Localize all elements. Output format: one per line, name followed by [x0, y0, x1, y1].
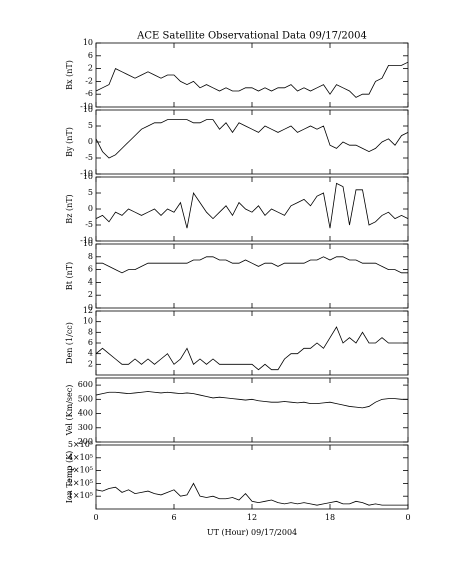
y-axis-label: By (nT): [65, 127, 74, 157]
y-tick-label: 0: [88, 303, 93, 312]
y-tick-label: 200: [78, 437, 93, 446]
y-tick-label: 12: [83, 306, 93, 315]
y-tick-label: 2: [88, 64, 93, 73]
y-tick-label: 2×10⁵: [68, 478, 93, 487]
y-tick-label: 8: [88, 252, 93, 261]
x-tick-label: 0: [405, 513, 410, 522]
y-tick-label: 400: [78, 409, 93, 418]
y-tick-label: 5×10⁵: [68, 440, 93, 449]
y-axis-label: Ion Temp (K): [65, 451, 74, 504]
y-tick-label: 1×10⁵: [68, 491, 93, 500]
x-axis-label: UT (Hour) 09/17/2004: [207, 528, 297, 537]
y-tick-label: 0: [88, 204, 93, 213]
y-tick-label: 2: [88, 359, 93, 368]
data-line: [95, 326, 408, 371]
panel-frame: [95, 109, 409, 175]
y-tick-label: 4: [88, 349, 93, 358]
y-tick-label: -5: [85, 220, 93, 229]
y-tick-label: 5: [88, 188, 93, 197]
y-tick-label: -2: [85, 76, 93, 85]
y-tick-label: 10: [83, 38, 93, 47]
y-tick-label: 4×10⁵: [68, 453, 93, 462]
y-axis-label: Den (1/cc): [65, 322, 74, 364]
y-tick-label: 4: [88, 277, 93, 286]
y-tick-label: 2: [88, 290, 93, 299]
data-line: [95, 61, 409, 98]
y-tick-label: -6: [85, 89, 93, 98]
y-tick-label: 8: [88, 327, 93, 336]
x-tick-label: 0: [93, 513, 98, 522]
data-line: [95, 482, 408, 506]
y-tick-label: 3×10⁵: [68, 466, 93, 475]
panel-frame: [95, 444, 409, 510]
y-axis-label: Bt (nT): [65, 262, 74, 290]
x-tick-label: 18: [325, 513, 335, 522]
data-line: [96, 256, 408, 274]
y-tick-label: 10: [83, 105, 93, 114]
y-tick-label: -10: [80, 169, 93, 178]
y-tick-label: 6: [88, 265, 93, 274]
y-tick-label: 600: [78, 380, 93, 389]
data-line: [95, 119, 409, 159]
y-tick-label: 5: [88, 121, 93, 130]
chart-title: ACE Satellite Observational Data 09/17/2…: [136, 31, 367, 42]
y-tick-label: 10: [83, 172, 93, 181]
y-tick-label: 500: [78, 394, 93, 403]
panel-frame: [95, 243, 409, 309]
panel-frame: [95, 42, 409, 108]
x-tick-label: 12: [247, 513, 257, 522]
panel-frame: [95, 377, 409, 443]
y-tick-label: -10: [80, 236, 93, 245]
y-tick-label: 10: [83, 317, 93, 326]
y-tick-label: 10: [83, 239, 93, 248]
y-tick-label: 300: [78, 423, 93, 432]
x-tick-label: 6: [171, 513, 176, 522]
y-tick-label: 6: [88, 338, 93, 347]
y-tick-label: 0: [88, 137, 93, 146]
data-line: [95, 182, 409, 229]
panel-frame: [95, 310, 409, 376]
y-axis-label: Bz (nT): [65, 194, 74, 223]
y-tick-label: 6: [88, 51, 93, 60]
panel-frame: [95, 176, 409, 242]
y-axis-label: Vel (Km/sec): [65, 385, 74, 437]
y-tick-label: -10: [80, 102, 93, 111]
data-line: [95, 391, 408, 409]
y-axis-label: Bx (nT): [65, 60, 74, 90]
y-tick-label: -5: [85, 153, 93, 162]
